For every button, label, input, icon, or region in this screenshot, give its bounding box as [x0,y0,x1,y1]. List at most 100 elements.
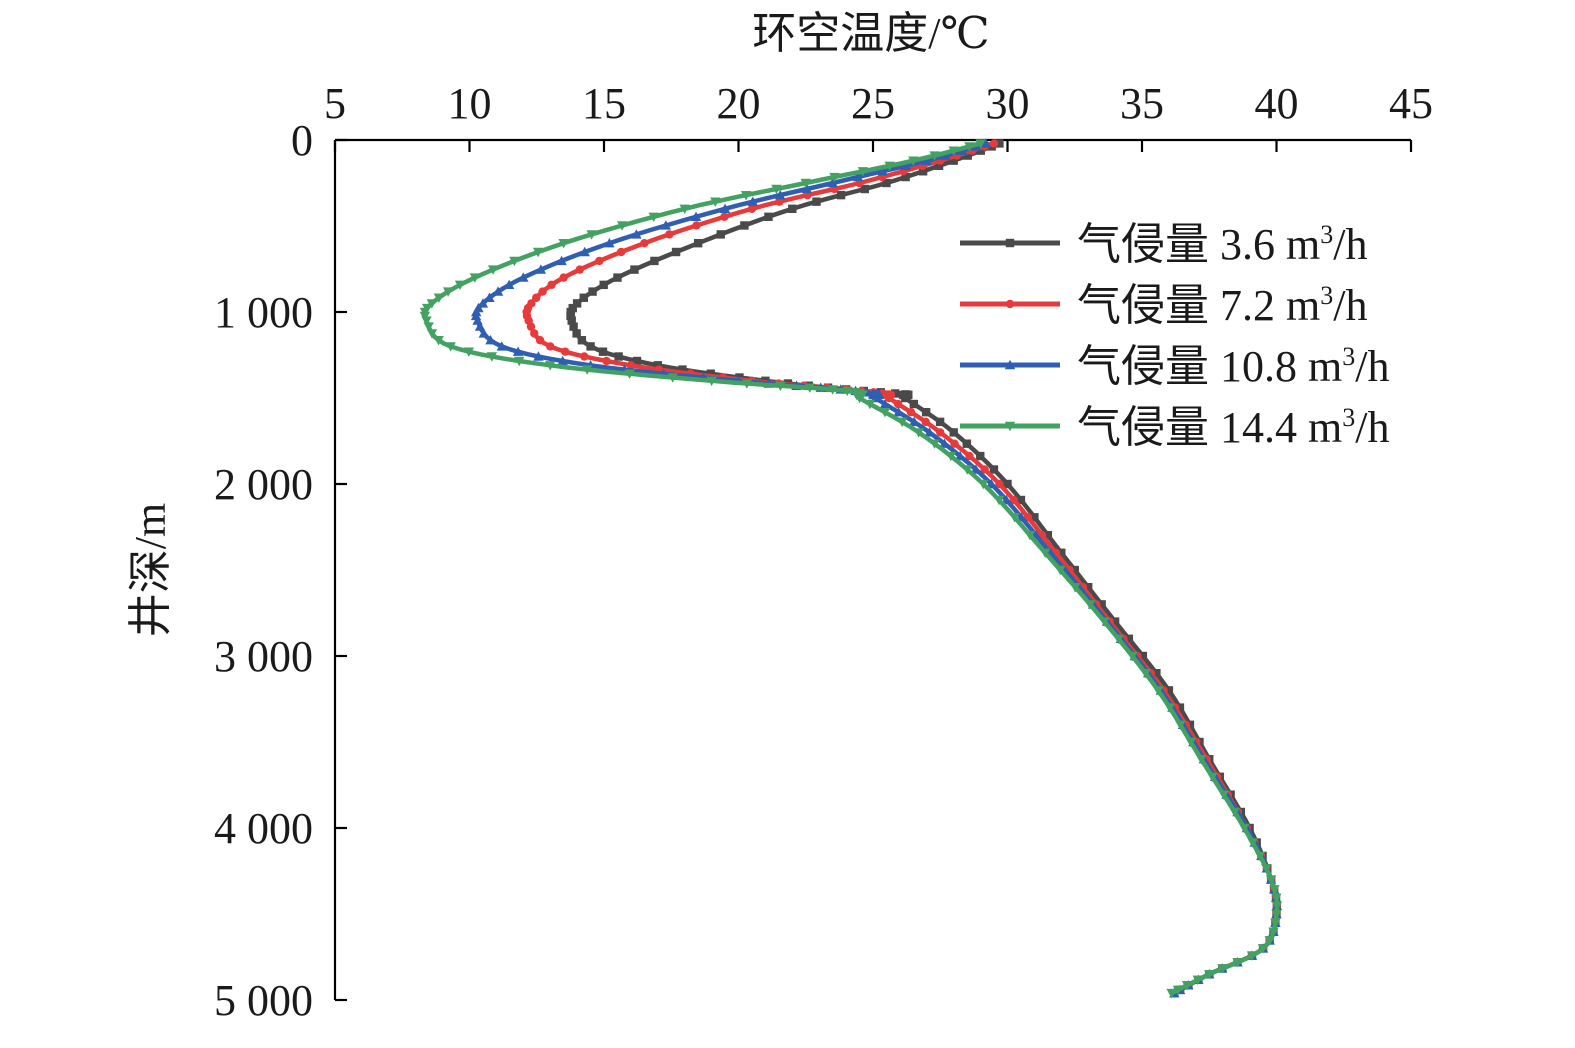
data-point [747,204,757,213]
data-point [1097,600,1106,609]
y-tick-label: 5 000 [214,976,313,1025]
data-point [945,451,957,462]
data-point [1113,634,1124,644]
data-point [812,197,821,206]
data-point [890,389,900,398]
data-point [535,336,545,345]
data-point [454,280,466,291]
data-point [706,369,715,378]
data-point [962,439,971,448]
data-point [577,336,587,345]
data-point [747,196,759,206]
data-point [599,280,608,290]
x-tick-label: 30 [986,79,1030,128]
data-point [667,373,678,383]
data-point [624,369,635,379]
data-point [561,347,570,356]
data-point [671,247,681,257]
x-axis-title: 环空温度/℃ [752,9,989,58]
series-markers [419,139,1283,999]
data-point [586,230,597,240]
data-point [935,417,945,427]
series-line [422,141,1280,996]
data-point [1005,238,1015,248]
data-point [484,292,495,302]
data-point [964,142,975,152]
data-point [710,197,721,207]
data-point [1124,634,1134,643]
data-point [884,393,894,403]
data-point [1270,918,1281,929]
data-point [616,247,626,257]
data-point [948,146,959,156]
data-point [1172,985,1184,996]
data-point [884,161,895,171]
data-point [613,273,622,282]
data-point [740,221,749,230]
data-point [557,355,568,366]
data-point [976,451,985,461]
series-group [419,138,1283,999]
data-point [1030,513,1039,522]
data-point [518,272,529,282]
x-tick-label: 20 [717,79,761,128]
data-point [995,139,1004,148]
data-point [764,212,773,221]
data-point [906,407,916,417]
data-point [1152,686,1164,696]
data-point [842,386,853,397]
data-point [1265,875,1277,885]
data-point [556,255,567,266]
data-point [579,246,590,257]
data-point [665,230,674,239]
data-point [939,438,950,448]
data-point [1264,936,1275,946]
data-point [469,273,481,283]
data-point [530,329,539,338]
data-point [921,407,931,417]
data-point [487,265,499,275]
data-point [546,342,555,351]
data-point [852,171,864,182]
data-point [1043,530,1053,540]
data-point [679,204,690,214]
data-point [526,322,536,331]
data-point [693,239,703,248]
data-point [706,376,717,386]
y-axis-title: 井深/m [126,503,175,637]
data-point [572,329,581,338]
data-point [496,341,507,351]
series-line [473,141,1280,996]
data-point [829,172,840,183]
legend-item: 气侵量 3.6 m3/h [960,220,1367,269]
data-point [965,451,974,461]
data-point [598,347,608,356]
data-point [1175,703,1185,712]
data-point [445,342,456,352]
data-point [1204,970,1215,980]
data-point [918,167,928,176]
data-point [535,264,547,274]
data-point [419,311,431,322]
data-point [970,464,982,474]
data-point [1024,530,1036,541]
data-point [1192,975,1204,986]
legend-item: 气侵量 10.8 m3/h [960,342,1389,391]
data-point [1247,838,1258,848]
data-point [1239,823,1250,834]
data-point [1009,513,1020,523]
data-point [949,428,958,437]
data-point [901,172,910,182]
y-tick-label: 0 [291,116,313,165]
data-point [614,352,623,361]
data-point [1271,901,1283,912]
data-point [980,138,992,148]
series-line [524,141,1280,996]
data-point [477,298,489,308]
data-point [512,346,524,356]
data-point [1057,548,1066,557]
data-point [954,450,966,461]
data-point [433,293,445,303]
